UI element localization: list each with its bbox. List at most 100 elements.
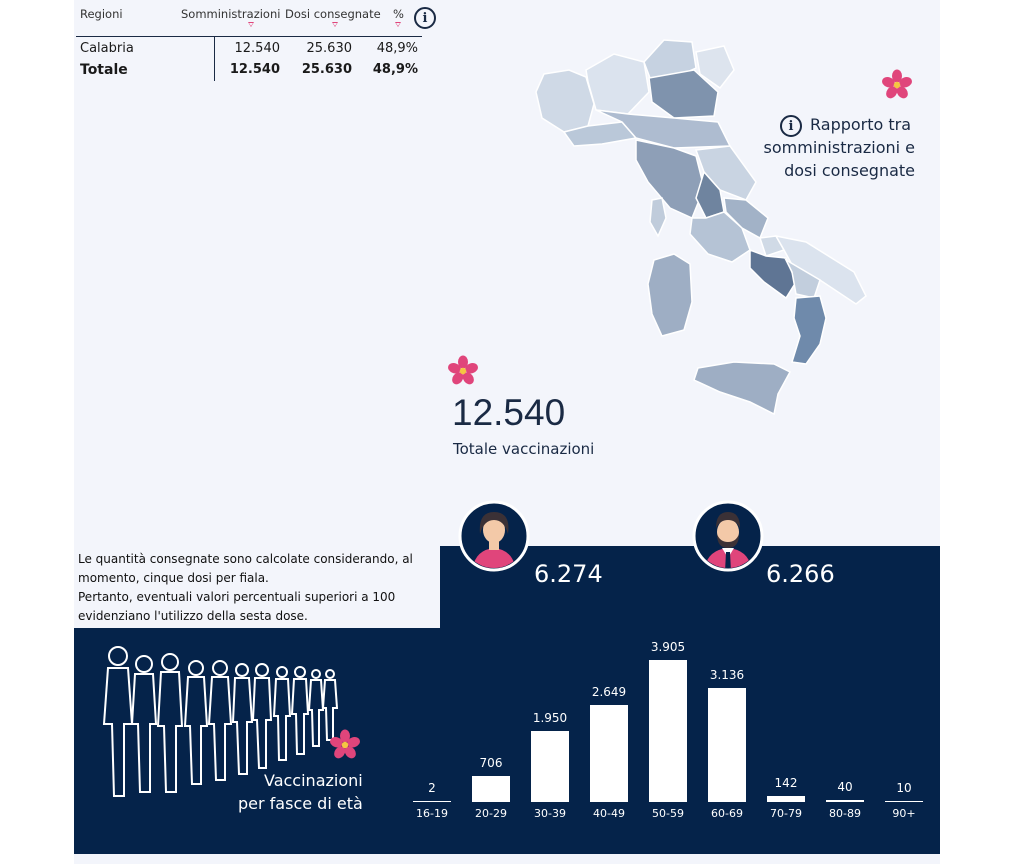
bar-value-label: 142 [774,776,798,790]
table-column-divider [214,37,215,81]
age-bar[interactable] [767,796,805,801]
sort-somministrazioni-icon[interactable] [248,22,254,27]
bar-value-label: 10 [896,781,912,795]
map-region-friuli [695,45,735,90]
age-title-line2: per fasce di età [238,794,363,813]
bar-category-label: 16-19 [416,807,448,820]
person-silhouette [251,663,273,769]
map-region-toscana [635,139,705,220]
bar-value-label: 1.950 [532,711,568,725]
flower-icon [882,69,912,99]
map-region-basilicata [784,258,821,299]
bar-value-label: 3.136 [709,668,745,682]
person-silhouette [183,660,209,785]
age-bar[interactable] [531,731,569,801]
bar-baseline [708,801,746,802]
age-bar-chart: 2 16-19 706 20-29 1.950 30-39 2.649 40-49 3.905 5… [394,628,934,854]
age-bar[interactable] [649,660,687,801]
person-silhouette [207,660,233,781]
bar-value-label: 3.905 [650,640,686,654]
bar-baseline [531,801,569,802]
sort-pct-icon[interactable] [395,22,401,27]
bar-category-label: 20-29 [475,807,507,820]
ratio-label-line3: dosi consegnate [784,161,915,180]
header-regioni[interactable]: Regioni [80,7,123,21]
bar-category-label: 40-49 [593,807,625,820]
age-bar[interactable] [826,800,864,801]
bar-value-label: 40 [837,780,853,794]
header-somministrazioni[interactable]: Somministrazioni [181,7,281,21]
age-panel [74,628,940,854]
age-bar[interactable] [590,705,628,801]
gender-panel [440,546,940,628]
footer-strip [74,854,940,864]
bar-baseline [826,801,864,802]
cell-pct: 48,9% [376,41,418,56]
bar-category-label: 50-59 [652,807,684,820]
bar-value-label: 2.649 [591,685,627,699]
bar-baseline [767,801,805,802]
bar-value-label: 2 [428,781,436,795]
person-silhouette [130,655,158,793]
map-region-corsica [649,197,667,238]
person-silhouette [307,669,325,747]
map-region-piemonte [535,69,595,133]
bar-category-label: 60-69 [711,807,743,820]
note-line: evidenziano l'utilizzo della sesta dose. [78,609,308,623]
total-vaccinations-value: 12.540 [452,392,566,433]
ratio-label-line1: Rapporto tra [810,115,912,134]
bar-baseline [590,801,628,802]
note-line: momento, cinque dosi per fiala. [78,571,269,585]
ratio-info-icon[interactable]: i [780,115,802,137]
table-header-divider [76,36,422,37]
bar-category-label: 90+ [892,807,916,820]
person-silhouette [156,653,184,793]
map-region-veneto [648,69,719,119]
age-bar[interactable] [708,688,746,801]
map-region-campania [749,248,797,300]
cell-region: Totale [80,62,128,78]
bar-value-label: 706 [479,756,503,770]
male-count: 6.266 [766,560,835,588]
note-line: Pertanto, eventuali valori percentuali s… [78,590,396,604]
map-region-calabria [791,295,827,365]
flower-icon [330,729,360,759]
bar-baseline [885,801,923,802]
note-line: Le quantità consegnate sono calcolate co… [78,552,413,566]
bar-category-label: 70-79 [770,807,802,820]
cell-somministrazioni: 12.540 [234,41,281,56]
bar-category-label: 30-39 [534,807,566,820]
header-pct[interactable]: % [393,7,404,21]
bar-category-label: 80-89 [829,807,861,820]
cell-dosi: 25.630 [306,41,353,56]
map-region-sicilia [693,361,792,416]
map-region-puglia [774,234,867,305]
flower-icon [448,355,478,385]
ratio-label-line2: somministrazioni e [763,138,915,157]
person-silhouette [231,663,254,775]
header-dosi-consegnate[interactable]: Dosi consegnate [285,7,381,21]
cell-region: Calabria [80,41,134,56]
table-info-icon[interactable]: i [414,7,436,29]
person-silhouette [102,646,134,797]
sort-dosi-icon[interactable] [332,22,338,27]
cell-somministrazioni: 12.540 [229,62,280,77]
cell-pct: 48,9% [372,62,418,77]
map-region-sardegna [647,253,693,337]
bar-baseline [649,801,687,802]
person-silhouette [272,666,292,761]
person-silhouette [290,666,310,755]
total-vaccinations-label: Totale vaccinazioni [453,440,595,458]
italy-map[interactable] [524,22,869,422]
age-bar[interactable] [472,776,510,801]
delivery-note: Le quantità consegnate sono calcolate co… [78,550,413,626]
bar-baseline [472,801,510,802]
cell-dosi: 25.630 [301,62,352,77]
female-count: 6.274 [534,560,603,588]
dashboard-canvas: Regioni Somministrazioni Dosi consegnate… [74,0,940,864]
male-avatar-icon [692,500,764,572]
age-title-line1: Vaccinazioni [264,771,363,790]
map-region-lombardia [585,53,650,115]
female-avatar-icon [458,500,530,572]
bar-baseline [413,801,451,802]
